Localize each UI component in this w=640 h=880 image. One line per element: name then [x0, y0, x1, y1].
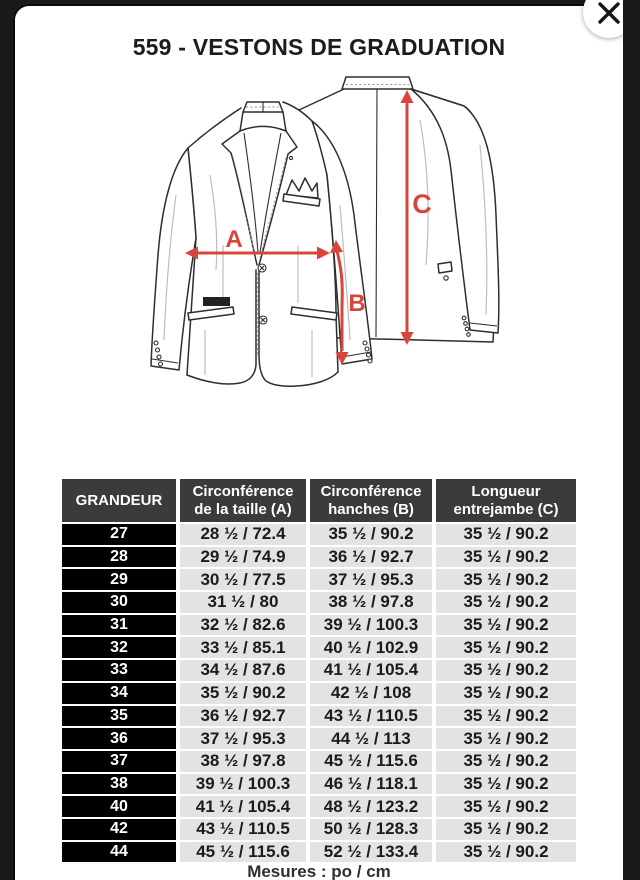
- measure-cell: 35 ½ / 90.2: [436, 841, 576, 863]
- size-cell: 38: [62, 773, 176, 795]
- jacket-measurement-diagram: A B C: [120, 75, 520, 405]
- measure-cell: 35 ½ / 90.2: [436, 637, 576, 659]
- measure-cell: 50 ½ / 128.3: [310, 818, 432, 840]
- measure-cell: 35 ½ / 90.2: [436, 705, 576, 727]
- size-table: GRANDEUR Circonférence de la taille (A) …: [58, 477, 580, 864]
- measure-cell: 35 ½ / 90.2: [436, 524, 576, 545]
- size-cell: 28: [62, 546, 176, 568]
- column-header-size: GRANDEUR: [62, 479, 176, 522]
- measure-cell: 35 ½ / 90.2: [310, 524, 432, 545]
- table-row: 27 28 ½ / 72.4 35 ½ / 90.2 35 ½ / 90.2: [62, 524, 576, 545]
- measure-cell: 52 ½ / 133.4: [310, 841, 432, 863]
- measure-cell: 41 ½ / 105.4: [310, 660, 432, 681]
- size-cell: 36: [62, 728, 176, 749]
- measure-cell: 36 ½ / 92.7: [310, 546, 432, 568]
- measure-cell: 34 ½ / 87.6: [180, 660, 306, 681]
- size-cell: 30: [62, 592, 176, 613]
- size-cell: 29: [62, 569, 176, 591]
- measure-cell: 35 ½ / 90.2: [436, 773, 576, 795]
- size-cell: 42: [62, 818, 176, 840]
- measure-cell: 45 ½ / 115.6: [310, 750, 432, 772]
- measure-cell: 35 ½ / 90.2: [436, 660, 576, 681]
- table-row: 34 35 ½ / 90.2 42 ½ / 108 35 ½ / 90.2: [62, 682, 576, 704]
- table-row: 42 43 ½ / 110.5 50 ½ / 128.3 35 ½ / 90.2: [62, 818, 576, 840]
- measurement-arrow-c: C: [400, 90, 432, 345]
- measure-cell: 35 ½ / 90.2: [436, 818, 576, 840]
- size-cell: 33: [62, 660, 176, 681]
- table-row: 40 41 ½ / 105.4 48 ½ / 123.2 35 ½ / 90.2: [62, 796, 576, 817]
- measure-cell: 35 ½ / 90.2: [436, 592, 576, 613]
- measure-cell: 48 ½ / 123.2: [310, 796, 432, 817]
- measure-cell: 35 ½ / 90.2: [180, 682, 306, 704]
- measure-cell: 39 ½ / 100.3: [310, 614, 432, 636]
- table-row: 31 32 ½ / 82.6 39 ½ / 100.3 35 ½ / 90.2: [62, 614, 576, 636]
- table-row: 32 33 ½ / 85.1 40 ½ / 102.9 35 ½ / 90.2: [62, 637, 576, 659]
- size-cell: 40: [62, 796, 176, 817]
- size-cell: 34: [62, 682, 176, 704]
- size-cell: 32: [62, 637, 176, 659]
- table-row: 33 34 ½ / 87.6 41 ½ / 105.4 35 ½ / 90.2: [62, 660, 576, 681]
- size-cell: 31: [62, 614, 176, 636]
- table-row: 30 31 ½ / 80 38 ½ / 97.8 35 ½ / 90.2: [62, 592, 576, 613]
- table-row: 35 36 ½ / 92.7 43 ½ / 110.5 35 ½ / 90.2: [62, 705, 576, 727]
- measure-cell: 40 ½ / 102.9: [310, 637, 432, 659]
- measure-cell: 37 ½ / 95.3: [310, 569, 432, 591]
- measure-cell: 30 ½ / 77.5: [180, 569, 306, 591]
- measure-cell: 36 ½ / 92.7: [180, 705, 306, 727]
- measure-cell: 39 ½ / 100.3: [180, 773, 306, 795]
- column-header-inseam: Longueur entrejambe (C): [436, 479, 576, 522]
- measure-cell: 35 ½ / 90.2: [436, 682, 576, 704]
- measure-cell: 37 ½ / 95.3: [180, 728, 306, 749]
- measure-cell: 31 ½ / 80: [180, 592, 306, 613]
- modal-title: 559 - VESTONS DE GRADUATION: [132, 34, 506, 60]
- table-row: 36 37 ½ / 95.3 44 ½ / 113 35 ½ / 90.2: [62, 728, 576, 749]
- measure-cell: 35 ½ / 90.2: [436, 546, 576, 568]
- measurement-units-note: Mesures : po / cm: [247, 862, 391, 880]
- measure-cell: 32 ½ / 82.6: [180, 614, 306, 636]
- measure-cell: 33 ½ / 85.1: [180, 637, 306, 659]
- measure-cell: 38 ½ / 97.8: [310, 592, 432, 613]
- table-row: 37 38 ½ / 97.8 45 ½ / 115.6 35 ½ / 90.2: [62, 750, 576, 772]
- size-chart-modal: 559 - VESTONS DE GRADUATION: [15, 6, 623, 880]
- measure-cell: 42 ½ / 108: [310, 682, 432, 704]
- label-c: C: [412, 189, 432, 219]
- measure-cell: 41 ½ / 105.4: [180, 796, 306, 817]
- measure-cell: 44 ½ / 113: [310, 728, 432, 749]
- measure-cell: 45 ½ / 115.6: [180, 841, 306, 863]
- table-row: 38 39 ½ / 100.3 46 ½ / 118.1 35 ½ / 90.2: [62, 773, 576, 795]
- size-table-body: 27 28 ½ / 72.4 35 ½ / 90.2 35 ½ / 90.2 28 29 …: [62, 524, 576, 863]
- measure-cell: 35 ½ / 90.2: [436, 796, 576, 817]
- column-header-hips: Circonférence hanches (B): [310, 479, 432, 522]
- measure-cell: 35 ½ / 90.2: [436, 614, 576, 636]
- size-cell: 44: [62, 841, 176, 863]
- table-header-row: GRANDEUR Circonférence de la taille (A) …: [62, 479, 576, 522]
- jacket-front-view: [150, 101, 373, 387]
- size-cell: 35: [62, 705, 176, 727]
- measurement-arrow-b: B: [330, 240, 366, 365]
- table-row: 28 29 ½ / 74.9 36 ½ / 92.7 35 ½ / 90.2: [62, 546, 576, 568]
- measure-cell: 38 ½ / 97.8: [180, 750, 306, 772]
- background-strip-right: [623, 0, 640, 880]
- size-cell: 37: [62, 750, 176, 772]
- label-b: B: [348, 290, 365, 317]
- measure-cell: 43 ½ / 110.5: [180, 818, 306, 840]
- size-cell: 27: [62, 524, 176, 545]
- label-a: A: [225, 226, 242, 253]
- measure-cell: 35 ½ / 90.2: [436, 728, 576, 749]
- table-row: 44 45 ½ / 115.6 52 ½ / 133.4 35 ½ / 90.2: [62, 841, 576, 863]
- measure-cell: 35 ½ / 90.2: [436, 750, 576, 772]
- table-row: 29 30 ½ / 77.5 37 ½ / 95.3 35 ½ / 90.2: [62, 569, 576, 591]
- close-icon: [598, 2, 620, 24]
- measure-cell: 35 ½ / 90.2: [436, 569, 576, 591]
- measure-cell: 46 ½ / 118.1: [310, 773, 432, 795]
- measurement-arrow-a: A: [185, 226, 330, 260]
- measure-cell: 28 ½ / 72.4: [180, 524, 306, 545]
- measure-cell: 29 ½ / 74.9: [180, 546, 306, 568]
- measure-cell: 43 ½ / 110.5: [310, 705, 432, 727]
- column-header-waist: Circonférence de la taille (A): [180, 479, 306, 522]
